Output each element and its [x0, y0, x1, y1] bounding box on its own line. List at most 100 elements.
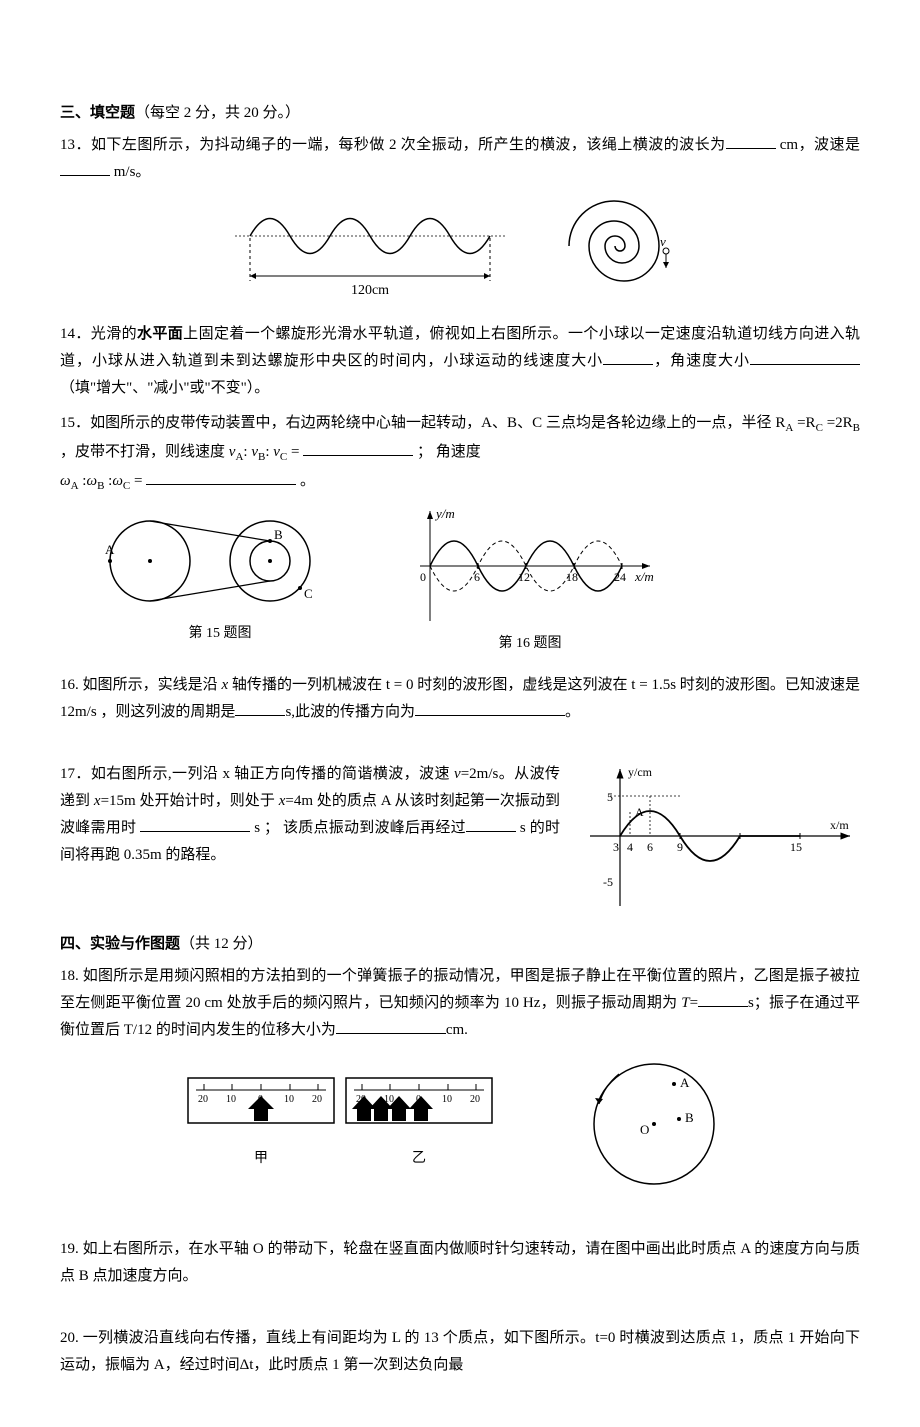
svg-text:6: 6: [474, 570, 480, 584]
svg-text:10: 10: [284, 1094, 294, 1105]
disk-O: O: [640, 1122, 649, 1137]
q17-xlabel: x/m: [830, 818, 849, 832]
disk-B: B: [685, 1110, 694, 1125]
q16-ylabel: y/m: [434, 506, 455, 521]
q13-unit1: cm，波速是: [776, 137, 860, 153]
svg-text:6: 6: [647, 840, 653, 854]
spiral-v: v: [660, 234, 666, 249]
pt-B: B: [274, 527, 283, 542]
q18-fig-yi: 20 10 0 10 20 乙: [344, 1076, 494, 1171]
q18-disk: O A B: [574, 1054, 734, 1194]
q15: 15．如图所示的皮带传动装置中，右边两轮绕中心轴一起转动，A、B、C 三点均是各…: [60, 410, 860, 496]
spiral-figure: v: [550, 196, 690, 306]
q18-cap1: 甲: [186, 1146, 336, 1171]
q20-t1: 一列横波沿直线向右传播，直线上有间距均为 L 的 13 个质点，如下图所示。t=…: [60, 1330, 860, 1373]
svg-text:-5: -5: [603, 875, 613, 889]
q14-text4: （填"增大"、"减小"或"不变"）。: [60, 380, 269, 396]
q17-x1: x: [94, 793, 101, 809]
q15-blank1: [303, 441, 413, 456]
q13-blank2: [60, 161, 110, 176]
q15-figure-wrap: A B C 第 15 题图: [100, 506, 340, 646]
q18-t2: =: [690, 995, 698, 1011]
q15-subC: C: [816, 422, 823, 434]
q14: 14．光滑的水平面上固定着一个螺旋形光滑水平轨道，俯视如上右图所示。一个小球以一…: [60, 321, 860, 402]
q15-t8: ； 角速度: [413, 444, 481, 460]
q18-T: T: [681, 995, 689, 1011]
q14-num: 14．: [60, 326, 91, 342]
wave-label: 120cm: [351, 283, 389, 298]
q13-unit2: m/s。: [110, 164, 150, 180]
q18-fig-jia: 20 10 0 10 20 甲: [186, 1076, 336, 1171]
q16-figure-wrap: y/m x/m 0 6 12 18 24 第 16 题图: [400, 506, 660, 656]
q16-t4: s,此波的传播方向为: [285, 704, 415, 720]
section-3-header: 三、填空题（每空 2 分，共 20 分。）: [60, 100, 860, 127]
q15-wA: ω: [60, 473, 71, 489]
q17-v: v: [454, 766, 461, 782]
svg-text:24: 24: [614, 570, 626, 584]
q17-blank1: [140, 817, 250, 832]
q18-blank1: [698, 992, 748, 1007]
q16-xlabel: x/m: [634, 569, 654, 584]
q16-t1: 如图所示，实线是沿: [83, 677, 222, 693]
q20-num: 20.: [60, 1330, 83, 1346]
section-4-header: 四、实验与作图题（共 12 分）: [60, 931, 860, 958]
q18-strobe-pair: 20 10 0 10 20 甲 20 10 0 10 20: [186, 1076, 494, 1171]
q15-text1: 如图所示的皮带传动装置中，右边两轮绕中心轴一起转动，A、B、C 三点均是各轮边缘…: [90, 415, 785, 431]
q18: 18. 如图所示是用频闪照相的方法拍到的一个弹簧振子的振动情况，甲图是振子静止在…: [60, 963, 860, 1044]
q15-caption: 第 15 题图: [100, 621, 340, 646]
q14-blank1: [603, 350, 653, 365]
q15-16-figures: A B C 第 15 题图 y/m x/m 0 6 12 18 24: [100, 506, 860, 656]
q17: 17．如右图所示,一列沿 x 轴正方向传播的简谐横波，波速 v=2m/s。从波传…: [60, 761, 560, 869]
q19-t1: 如上右图所示，在水平轴 O 的带动下，轮盘在竖直面内做顺时针匀速转动，请在图中画…: [60, 1241, 860, 1284]
q19-num: 19.: [60, 1241, 83, 1257]
q18-figures: 20 10 0 10 20 甲 20 10 0 10 20: [60, 1054, 860, 1194]
svg-text:20: 20: [470, 1094, 480, 1105]
q14-bold: 水平面: [137, 326, 183, 342]
svg-text:10: 10: [226, 1094, 236, 1105]
q19: 19. 如上右图所示，在水平轴 O 的带动下，轮盘在竖直面内做顺时针匀速转动，请…: [60, 1236, 860, 1290]
q15-text2: =R: [793, 415, 815, 431]
q16-num: 16.: [60, 677, 83, 693]
section-4-title: 四、实验与作图题: [60, 936, 180, 952]
wave-graph-16: y/m x/m 0 6 12 18 24: [400, 506, 660, 626]
svg-text:12: 12: [518, 570, 530, 584]
q15-subB: B: [853, 422, 860, 434]
q15-t11: =: [130, 473, 146, 489]
q16-t2: 轴传播的一列机械波在 t =: [228, 677, 406, 693]
q15-t7: =: [287, 444, 303, 460]
q17-t3: =15m 处开始计时，则处于: [101, 793, 279, 809]
q14-text1: 光滑的: [91, 326, 137, 342]
q17-ylabel: y/cm: [628, 765, 653, 779]
wave-figure: 120cm: [230, 196, 510, 306]
svg-text:0: 0: [420, 570, 426, 584]
q15-vB: v: [251, 444, 258, 460]
svg-text:10: 10: [442, 1094, 452, 1105]
q17-A: A: [635, 805, 644, 819]
q15-num: 15．: [60, 415, 90, 431]
q14-blank2: [750, 350, 860, 365]
svg-text:4: 4: [627, 840, 633, 854]
pt-C: C: [304, 586, 313, 601]
q17-container: 17．如右图所示,一列沿 x 轴正方向传播的简谐横波，波速 v=2m/s。从波传…: [60, 761, 860, 911]
q13-num: 13．: [60, 137, 91, 153]
q13-text1: 如下左图所示，为抖动绳子的一端，每秒做 2 次全振动，所产生的横波，该绳上横波的…: [91, 137, 726, 153]
q17-blank2: [466, 817, 516, 832]
svg-text:9: 9: [677, 840, 683, 854]
q15-text4: ，皮带不打滑，则线速度: [60, 444, 229, 460]
section-4-points: （共 12 分）: [180, 936, 263, 952]
section-3-points: （每空 2 分，共 20 分。）: [135, 105, 300, 121]
q14-text3: ，角速度大小: [653, 353, 750, 369]
pt-A: A: [105, 542, 115, 557]
q18-num: 18.: [60, 968, 83, 984]
svg-text:20: 20: [312, 1094, 322, 1105]
svg-text:3: 3: [613, 840, 619, 854]
q18-t4: cm.: [446, 1022, 468, 1038]
q17-figure: y/cm x/m 5 -5 3 4 6 9 15 A: [580, 761, 860, 911]
svg-text:15: 15: [790, 840, 802, 854]
svg-text:18: 18: [566, 570, 578, 584]
svg-text:20: 20: [198, 1094, 208, 1105]
q15-vC: v: [273, 444, 280, 460]
q16-t0: 0: [406, 677, 414, 693]
q16-caption: 第 16 题图: [400, 631, 660, 656]
q15-blank2: [146, 470, 296, 485]
